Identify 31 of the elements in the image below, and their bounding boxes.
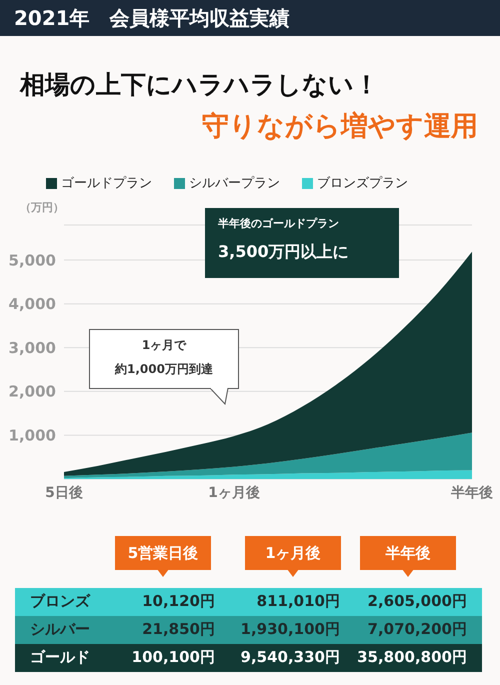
chart-title: 2021年 会員様平均収益実績 [14, 5, 290, 32]
y-tick-label: 4,000 [8, 295, 56, 314]
text: 35,800,800円 [357, 648, 467, 667]
text: 811,010円 [256, 592, 340, 611]
chart-subtitle: 相場の上下にハラハラしない！ [20, 69, 379, 101]
x-tick-label: 1ヶ月後 [208, 484, 260, 501]
text: 守りながら増やす運用 [202, 110, 478, 144]
text: シルバー [30, 620, 90, 639]
legend-label: シルバープラン [189, 176, 280, 191]
legend-label: ゴールドプラン [61, 176, 152, 191]
text: 10,120円 [142, 592, 215, 611]
text: ゴールド [30, 648, 90, 667]
text: 9,540,330円 [240, 648, 340, 667]
annotation: 約1,000万円到達 [114, 361, 214, 378]
text: 1,930,100円 [240, 620, 340, 639]
y-axis-title: （万円） [20, 200, 64, 215]
y-tick-label: 1,000 [8, 426, 56, 445]
x-tick-label: 半年後 [450, 484, 493, 501]
text: 2,605,000円 [368, 592, 467, 611]
text: 100,100円 [132, 648, 215, 667]
y-tick-label: 5,000 [8, 251, 56, 270]
text: ブロンズ [30, 592, 90, 611]
text: 7,070,200円 [368, 620, 467, 639]
text: 21,850円 [142, 620, 215, 639]
y-tick-label: 3,000 [8, 338, 56, 357]
y-tick-label: 2,000 [8, 382, 56, 401]
legend-label: ブロンズプラン [317, 176, 408, 191]
annotation: 3,500万円以上に [218, 242, 349, 263]
annotation: 半年後のゴールドプラン [218, 216, 339, 231]
x-tick-label: 5日後 [45, 484, 83, 501]
annotation: 1ヶ月で [140, 337, 188, 354]
